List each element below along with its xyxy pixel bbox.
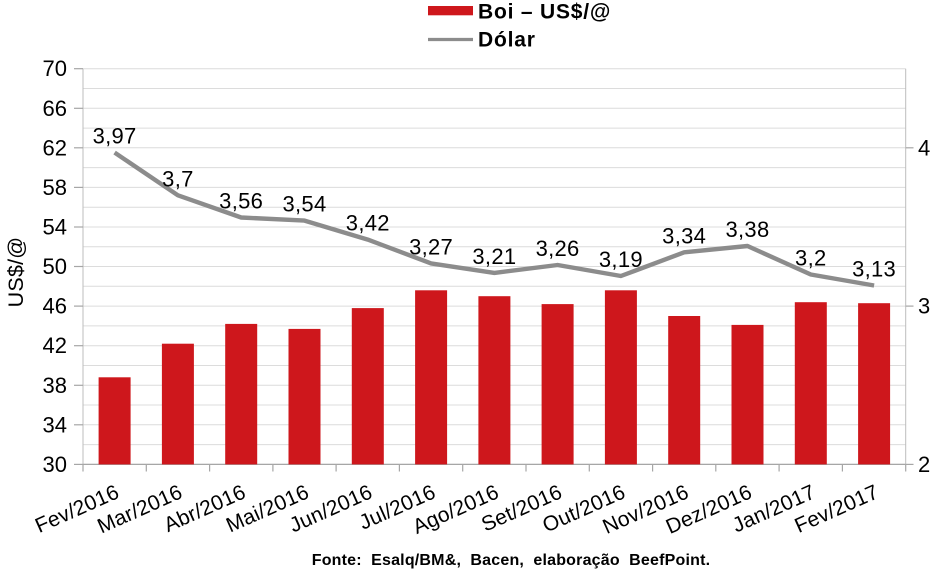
svg-text:3,19: 3,19	[599, 247, 643, 272]
svg-text:4: 4	[918, 135, 930, 160]
svg-text:Dólar: Dólar	[478, 29, 536, 52]
svg-text:3,42: 3,42	[346, 211, 390, 236]
svg-text:3,27: 3,27	[409, 234, 453, 259]
svg-text:54: 54	[43, 215, 67, 240]
svg-text:30: 30	[43, 452, 67, 477]
svg-text:3,38: 3,38	[725, 217, 769, 242]
svg-text:42: 42	[43, 333, 67, 358]
svg-text:Boi – US$/@: Boi – US$/@	[478, 1, 611, 24]
svg-text:3,2: 3,2	[795, 246, 826, 271]
svg-text:58: 58	[43, 175, 67, 200]
svg-text:3,26: 3,26	[536, 236, 580, 261]
svg-text:3,56: 3,56	[219, 189, 263, 214]
svg-text:3,97: 3,97	[93, 124, 137, 149]
svg-text:50: 50	[43, 254, 67, 279]
svg-text:46: 46	[43, 294, 67, 319]
svg-text:66: 66	[43, 96, 67, 121]
svg-text:Fonte: Esalq/BM&, Bacen, el: Fonte: Esalq/BM&, Bacen, elaboração Beef…	[312, 552, 711, 569]
svg-text:3,21: 3,21	[472, 244, 516, 269]
svg-text:34: 34	[43, 412, 67, 437]
svg-text:US$/@: US$/@	[4, 237, 28, 308]
svg-text:3,13: 3,13	[852, 257, 896, 282]
svg-text:3,7: 3,7	[162, 166, 193, 191]
svg-text:62: 62	[43, 135, 67, 160]
svg-text:3,54: 3,54	[282, 192, 326, 217]
svg-text:2: 2	[918, 452, 930, 477]
svg-text:3,34: 3,34	[662, 223, 706, 248]
svg-text:70: 70	[43, 56, 67, 81]
svg-text:38: 38	[43, 373, 67, 398]
svg-text:3: 3	[918, 294, 930, 319]
